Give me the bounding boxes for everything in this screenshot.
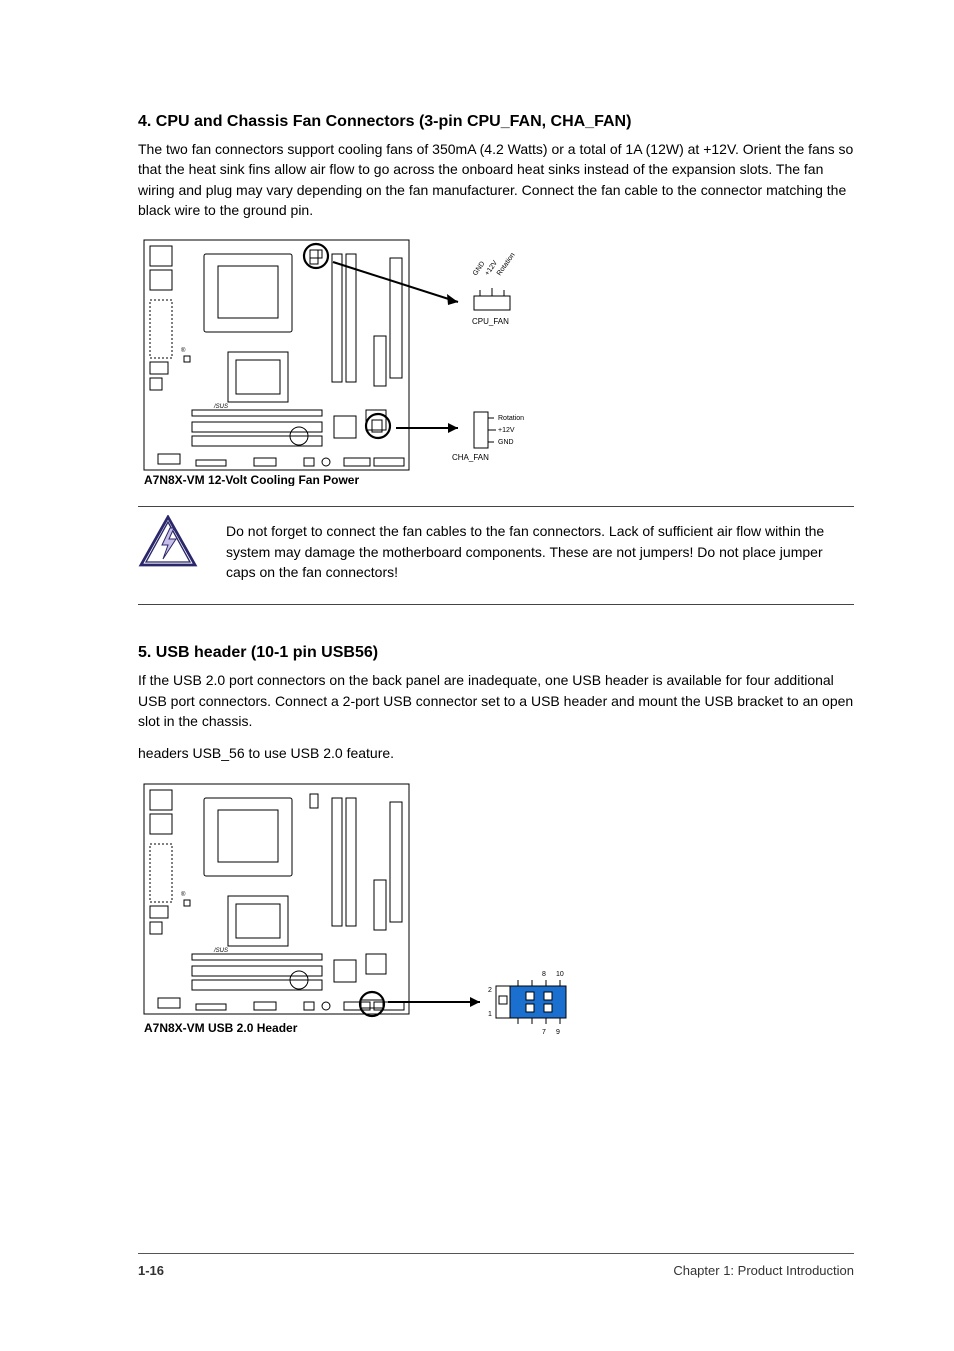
svg-text:8: 8 — [542, 971, 546, 978]
figure-fan-connectors: /SUS ® GND +12V — [138, 236, 854, 486]
svg-text:CHA_FAN: CHA_FAN — [452, 453, 489, 462]
svg-text:GND: GND — [498, 439, 514, 446]
figure2-caption: A7N8X-VM USB 2.0 Header — [144, 1021, 298, 1035]
svg-text:9: 9 — [556, 1029, 560, 1036]
svg-text:10: 10 — [556, 971, 564, 978]
page-number: 1-16 — [138, 1262, 164, 1281]
svg-text:+12V: +12V — [498, 427, 515, 434]
section-5-body1: If the USB 2.0 port connectors on the ba… — [138, 670, 854, 731]
svg-text:CPU_FAN: CPU_FAN — [472, 317, 509, 326]
svg-text:Rotation: Rotation — [496, 252, 517, 277]
svg-text:/SUS: /SUS — [213, 404, 228, 410]
usb56-connector: 8 10 7 9 2 1 USB56 — [488, 971, 566, 1040]
section-5-body2: headers USB_56 to use USB 2.0 feature. — [138, 743, 854, 763]
warning-block: Do not forget to connect the fan cables … — [138, 506, 854, 605]
svg-text:2: 2 — [488, 987, 492, 994]
cpu-fan-connector: GND +12V Rotation CPU_FAN — [472, 252, 517, 326]
svg-text:1: 1 — [488, 1011, 492, 1018]
cha-fan-connector: Rotation +12V GND CHA_FAN — [452, 412, 524, 462]
svg-text:®: ® — [181, 891, 186, 898]
section-4-body: The two fan connectors support cooling f… — [138, 139, 854, 220]
chapter-title: Chapter 1: Product Introduction — [673, 1262, 854, 1281]
page-footer: 1-16 Chapter 1: Product Introduction — [0, 1253, 954, 1281]
lightning-icon — [138, 515, 198, 574]
figure1-caption: A7N8X-VM 12-Volt Cooling Fan Power — [144, 473, 359, 486]
warning-text: Do not forget to connect the fan cables … — [226, 515, 854, 582]
svg-text:®: ® — [181, 347, 186, 354]
section-5-heading: 5. USB header (10-1 pin USB56) — [138, 641, 854, 664]
section-4-heading: 4. CPU and Chassis Fan Connectors (3-pin… — [138, 110, 854, 133]
svg-text:7: 7 — [542, 1029, 546, 1036]
svg-text:/SUS: /SUS — [213, 948, 228, 954]
figure-usb-header: /SUS ® — [138, 780, 854, 1040]
svg-text:Rotation: Rotation — [498, 415, 524, 422]
